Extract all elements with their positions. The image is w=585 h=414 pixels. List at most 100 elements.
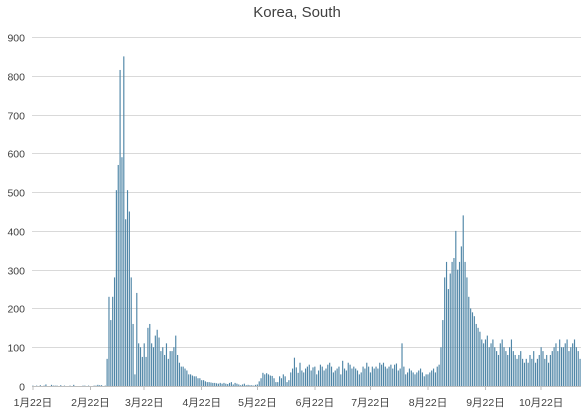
bar — [536, 358, 538, 386]
bar — [240, 385, 242, 386]
bar — [394, 364, 396, 386]
bar — [50, 384, 53, 386]
bar — [362, 366, 364, 386]
bar — [340, 374, 342, 386]
bar — [206, 382, 208, 386]
bar — [154, 335, 156, 386]
bar — [488, 347, 490, 386]
bar — [284, 376, 286, 386]
bar — [219, 382, 221, 386]
bar — [355, 368, 357, 386]
bar — [73, 384, 75, 386]
bar — [481, 339, 483, 386]
bar — [330, 366, 333, 386]
bar — [414, 374, 416, 386]
y-tick-label: 500 — [7, 188, 25, 200]
bar — [560, 347, 563, 386]
bar — [377, 368, 379, 386]
bar — [180, 366, 182, 386]
bar — [373, 368, 375, 386]
bar — [299, 362, 301, 386]
bar — [266, 373, 268, 386]
bar — [375, 366, 377, 386]
x-tick-label: 6月22日 — [296, 397, 335, 409]
bar — [321, 366, 323, 386]
bar — [440, 347, 442, 386]
bar — [188, 374, 190, 386]
bar — [401, 343, 403, 386]
bar — [419, 368, 422, 386]
bar — [152, 347, 155, 386]
bar — [399, 368, 401, 386]
bar — [427, 374, 429, 386]
bar — [405, 374, 407, 386]
bar — [288, 380, 290, 386]
bar — [117, 164, 119, 386]
bar — [562, 347, 564, 386]
bar — [275, 382, 277, 386]
x-tick-label: 9月22日 — [466, 397, 505, 409]
bar — [559, 339, 561, 386]
x-tick-label: 4月22日 — [182, 397, 221, 409]
bar — [442, 320, 444, 386]
bar — [286, 382, 288, 386]
bar — [564, 343, 566, 386]
bar — [210, 382, 212, 386]
bar — [407, 372, 409, 386]
bar — [432, 368, 435, 386]
bar — [128, 211, 130, 386]
bar — [254, 384, 257, 386]
bar — [368, 366, 370, 386]
bar — [555, 343, 557, 386]
y-tick-label: 100 — [7, 343, 25, 355]
bar — [112, 296, 114, 386]
bar — [175, 335, 177, 386]
bar — [121, 157, 123, 386]
bar — [212, 382, 214, 386]
bar — [553, 347, 555, 386]
bar — [509, 347, 511, 386]
bar — [533, 351, 535, 386]
bar — [251, 385, 253, 386]
bar — [317, 370, 320, 386]
bar — [486, 335, 488, 386]
bar — [520, 351, 522, 386]
bar — [171, 351, 173, 386]
bar — [575, 347, 577, 386]
bar — [345, 370, 347, 386]
bar — [549, 354, 551, 386]
bar — [125, 219, 127, 386]
bar — [334, 370, 336, 386]
bar — [418, 370, 420, 386]
bar — [382, 362, 385, 386]
bar — [139, 347, 142, 386]
bar — [214, 382, 216, 386]
bar — [197, 378, 199, 386]
bar — [551, 351, 553, 386]
bar — [162, 347, 164, 386]
bar — [228, 382, 231, 386]
bar — [477, 327, 479, 386]
bar — [236, 383, 238, 386]
x-tick-label: 10月22日 — [519, 397, 563, 409]
bar — [351, 368, 353, 386]
bar — [178, 362, 181, 386]
bar — [106, 358, 108, 386]
bar — [343, 368, 346, 386]
bar — [165, 343, 168, 386]
bar — [458, 261, 461, 386]
bar — [167, 358, 169, 386]
bar — [445, 261, 448, 386]
bar — [510, 339, 513, 386]
bar — [546, 354, 548, 386]
bar — [438, 364, 440, 386]
bar — [138, 343, 140, 386]
bar — [312, 367, 314, 386]
bar — [115, 190, 117, 386]
bar — [449, 273, 451, 386]
bar — [190, 374, 192, 386]
bar — [260, 378, 262, 386]
bar — [202, 380, 205, 386]
bar — [45, 384, 47, 386]
bar — [247, 384, 249, 386]
